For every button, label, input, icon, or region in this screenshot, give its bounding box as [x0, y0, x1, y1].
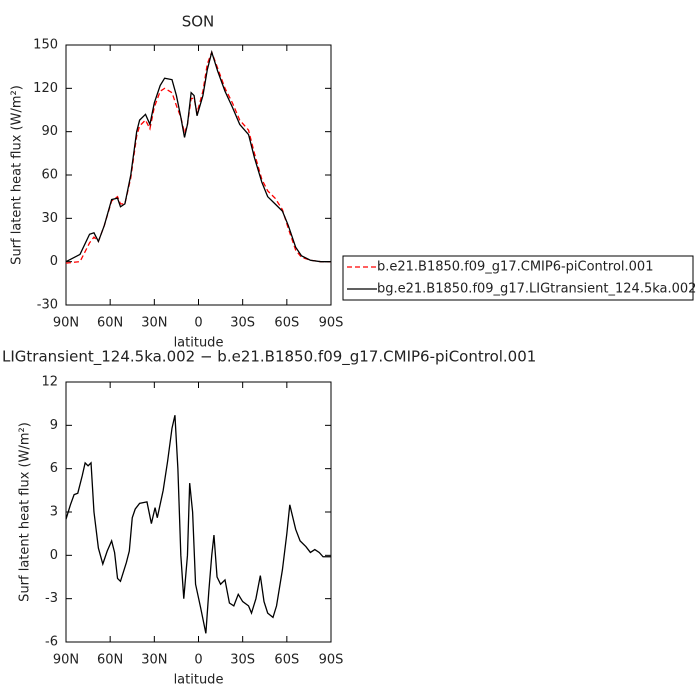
y-tick-label: 120 [33, 81, 58, 96]
legend-box [342, 255, 694, 301]
y-tick-label: 60 [41, 168, 58, 183]
y-tick-label: 0 [50, 254, 58, 269]
y-tick-label: -6 [45, 635, 58, 650]
chart-title: SON [182, 13, 215, 31]
x-tick-label: 60N [97, 316, 123, 331]
x-tick-label: 60S [274, 316, 299, 331]
y-tick-label: 3 [50, 505, 58, 520]
y-axis-label: Surf latent heat flux (W/m²) [10, 85, 25, 265]
y-tick-label: -30 [37, 298, 58, 313]
x-tick-label: 90N [53, 653, 79, 668]
x-tick-label: 30N [141, 653, 167, 668]
x-axis-label: latitude [174, 673, 224, 688]
x-tick-label: 0 [194, 653, 202, 668]
y-tick-label: 90 [41, 124, 58, 139]
y-tick-label: -3 [45, 591, 58, 606]
y-tick-label: 30 [41, 211, 58, 226]
y-tick-label: 0 [50, 548, 58, 563]
y-tick-label: 6 [50, 461, 58, 476]
series-line [65, 415, 331, 634]
x-tick-label: 60N [97, 653, 123, 668]
chart-title: LIGtransient_124.5ka.002 − b.e21.B1850.f… [2, 348, 536, 367]
series-line [65, 49, 331, 263]
x-tick-label: 0 [194, 316, 202, 331]
y-tick-label: 12 [41, 375, 58, 390]
x-tick-label: 60S [274, 653, 299, 668]
x-tick-label: 30N [141, 316, 167, 331]
plot-frame [65, 44, 332, 306]
x-axis-label: latitude [174, 336, 224, 351]
series-line [65, 50, 331, 264]
x-tick-label: 90S [319, 653, 344, 668]
x-tick-label: 30S [230, 653, 255, 668]
legend-label: b.e21.B1850.f09_g17.CMIP6-piControl.001 [377, 260, 653, 275]
x-tick-label: 30S [230, 316, 255, 331]
y-tick-label: 150 [33, 38, 58, 53]
y-axis-label: Surf latent heat flux (W/m²) [18, 422, 33, 602]
y-tick-label: 9 [50, 418, 58, 433]
x-tick-label: 90N [53, 316, 79, 331]
legend-label: bg.e21.B1850.f09_g17.LIGtransient_124.5k… [377, 282, 696, 297]
x-tick-label: 90S [319, 316, 344, 331]
